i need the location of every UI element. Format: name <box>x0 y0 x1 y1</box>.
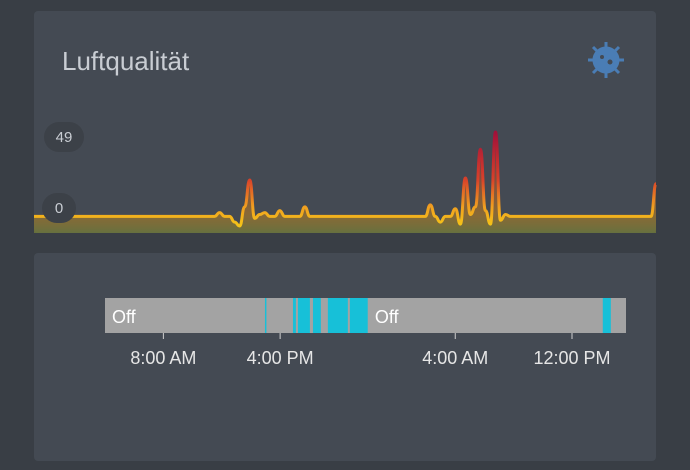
virus-icon <box>588 42 624 78</box>
max-label: 49 <box>56 129 73 146</box>
timeline-segment <box>297 298 310 333</box>
timeline-segment <box>105 298 265 333</box>
timeline: Off Off 8:00 AM 4:00 PM 4:00 AM 12:00 PM <box>105 298 626 368</box>
timeline-segment <box>292 298 296 333</box>
max-pill: 49 <box>44 122 84 152</box>
tick-label: 12:00 PM <box>533 348 610 368</box>
timeline-segment <box>349 298 368 333</box>
timeline-segment <box>327 298 348 333</box>
timeline-segment <box>367 298 603 333</box>
card-title: Luftqualität <box>62 46 190 76</box>
air-quality-card[interactable] <box>34 11 656 233</box>
segment-label: Off <box>375 307 400 327</box>
min-label: 0 <box>55 200 63 217</box>
graph-area <box>34 132 656 233</box>
min-pill: 0 <box>42 193 76 223</box>
graph-line <box>33 130 658 228</box>
timeline-segment <box>264 298 267 333</box>
tick-label: 4:00 AM <box>422 348 488 368</box>
tick-label: 8:00 AM <box>130 348 196 368</box>
timeline-segment <box>312 298 321 333</box>
timeline-segment <box>602 298 611 333</box>
tick-label: 4:00 PM <box>247 348 314 368</box>
segment-label: Off <box>112 307 137 327</box>
air-quality-graph <box>33 130 658 233</box>
